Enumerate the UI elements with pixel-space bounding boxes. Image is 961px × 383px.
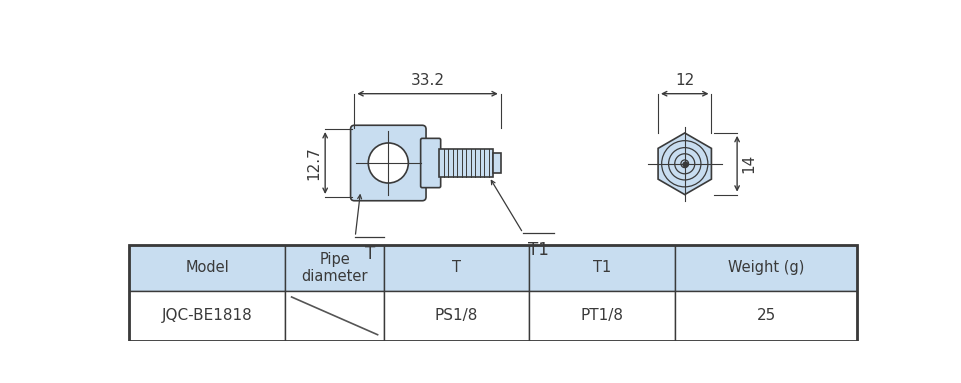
Text: Model: Model [185,260,229,275]
Text: PS1/8: PS1/8 [434,308,478,323]
Bar [129,291,285,341]
Bar [675,291,856,341]
Bar [529,291,675,341]
Text: PT1/8: PT1/8 [580,308,623,323]
Bar [675,245,856,291]
FancyBboxPatch shape [350,125,426,201]
Bar [438,149,492,177]
Bar [492,153,501,173]
Bar [129,245,285,291]
Text: 12: 12 [675,72,694,88]
Text: JQC-BE1818: JQC-BE1818 [161,308,252,323]
Text: Weight (g): Weight (g) [727,260,803,275]
Text: T1: T1 [593,260,611,275]
FancyBboxPatch shape [420,138,440,188]
Bar [383,291,529,341]
Bar [285,245,383,291]
Text: T1: T1 [528,241,549,259]
Circle shape [368,143,407,183]
Bar [529,245,675,291]
Text: 12.7: 12.7 [306,146,321,180]
Text: Pipe
diameter: Pipe diameter [301,252,367,284]
Bar [383,245,529,291]
Text: 14: 14 [741,154,756,173]
Text: T: T [452,260,460,275]
Bar [129,245,856,341]
Text: 33.2: 33.2 [410,72,444,88]
Text: T: T [364,245,375,263]
Text: 25: 25 [755,308,775,323]
Bar [285,291,383,341]
Polygon shape [657,133,711,195]
